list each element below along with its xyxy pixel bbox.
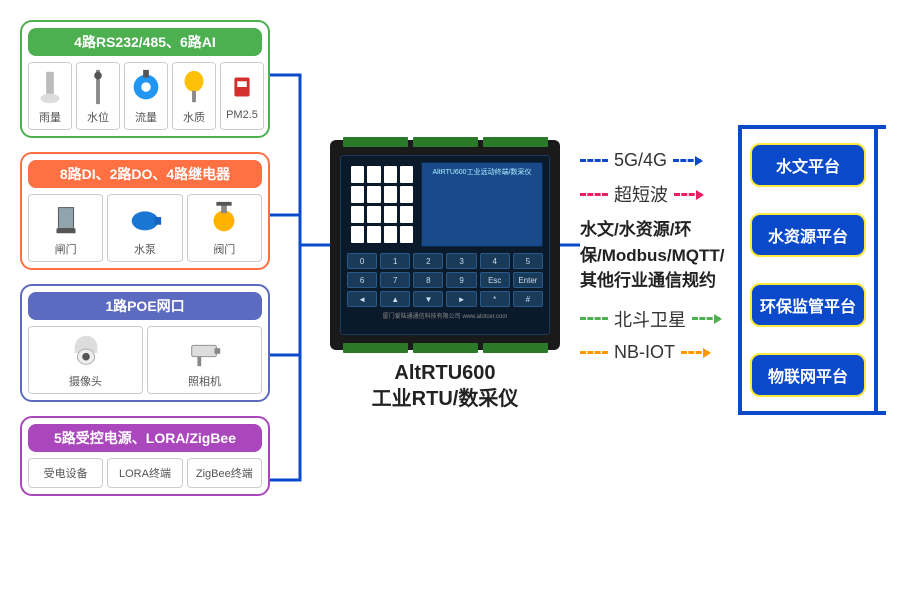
- device-title: AltRTU600工业RTU/数采仪: [330, 360, 560, 412]
- key-◄: ◄: [347, 291, 377, 307]
- key-▼: ▼: [413, 291, 443, 307]
- sensor-label: 照相机: [150, 373, 259, 389]
- sensor-valve: 阀门: [187, 194, 262, 262]
- key-1: 1: [380, 253, 410, 269]
- device-footer: 厦门爱陆通通信科技有限公司 www.alotcer.com: [347, 311, 543, 320]
- sensor-pm: PM2.5: [220, 62, 264, 130]
- sensor-label: 水质: [175, 109, 213, 125]
- sensor-label: 闸门: [31, 241, 100, 257]
- pm-icon: [223, 67, 261, 107]
- platforms-column: 水文平台水资源平台环保监管平台物联网平台: [738, 125, 878, 415]
- platform-box: 环保监管平台: [750, 283, 866, 327]
- sensor-label: PM2.5: [223, 109, 261, 121]
- input-group-1: 8路DI、2路DO、4路继电器闸门水泵阀门: [20, 152, 270, 270]
- input-group-2: 1路POE网口摄像头照相机: [20, 284, 270, 402]
- key-4: 4: [480, 253, 510, 269]
- key-#: #: [513, 291, 543, 307]
- sensor-text: LORA终端: [107, 458, 182, 488]
- sensor-label: 水泵: [110, 241, 179, 257]
- cctv-icon: [150, 331, 259, 371]
- center-device-block: AltRTU600工业远动终端/数采仪 012345 6789EscEnter ◄▲…: [330, 140, 560, 412]
- left-input-column: 4路RS232/485、6路AI 雨量水位流量水质 PM2.5 8路DI、2路DO、4…: [20, 20, 270, 510]
- key-*: *: [480, 291, 510, 307]
- input-group-3: 5路受控电源、LORA/ZigBee 受电设备LORA终端ZigBee终端: [20, 416, 270, 496]
- platform-box: 物联网平台: [750, 353, 866, 397]
- sensor-flow: 流量: [124, 62, 168, 130]
- quality-icon: [175, 67, 213, 107]
- sensor-dome: 摄像头: [28, 326, 143, 394]
- group-header: 8路DI、2路DO、4路继电器: [28, 160, 262, 188]
- sensor-gate: 闸门: [28, 194, 103, 262]
- level-icon: [79, 67, 117, 107]
- led-grid: [347, 162, 417, 247]
- key-5: 5: [513, 253, 543, 269]
- input-group-0: 4路RS232/485、6路AI 雨量水位流量水质 PM2.5: [20, 20, 270, 138]
- sensor-label: 流量: [127, 109, 165, 125]
- flow-icon: [127, 67, 165, 107]
- platform-box: 水文平台: [750, 143, 866, 187]
- sensor-label: 阀门: [190, 241, 259, 257]
- valve-icon: [190, 199, 259, 239]
- key-0: 0: [347, 253, 377, 269]
- platform-box: 水资源平台: [750, 213, 866, 257]
- sensor-text: ZigBee终端: [187, 458, 262, 488]
- dome-icon: [31, 331, 140, 371]
- key-7: 7: [380, 272, 410, 288]
- group-header: 5路受控电源、LORA/ZigBee: [28, 424, 262, 452]
- sensor-quality: 水质: [172, 62, 216, 130]
- sensor-pump: 水泵: [107, 194, 182, 262]
- key-►: ►: [446, 291, 476, 307]
- key-6: 6: [347, 272, 377, 288]
- comm-row: 超短波: [580, 181, 720, 207]
- rain-icon: [31, 67, 69, 107]
- protocols-text: 水文/水资源/环保/Modbus/MQTT/其他行业通信规约: [580, 217, 720, 294]
- sensor-text: 受电设备: [28, 458, 103, 488]
- key-3: 3: [446, 253, 476, 269]
- key-2: 2: [413, 253, 443, 269]
- comm-row: 5G/4G: [580, 150, 720, 171]
- gate-icon: [31, 199, 100, 239]
- sensor-rain: 雨量: [28, 62, 72, 130]
- key-Enter: Enter: [513, 272, 543, 288]
- sensor-cctv: 照相机: [147, 326, 262, 394]
- group-header: 4路RS232/485、6路AI: [28, 28, 262, 56]
- sensor-label: 水位: [79, 109, 117, 125]
- key-9: 9: [446, 272, 476, 288]
- sensor-label: 摄像头: [31, 373, 140, 389]
- key-Esc: Esc: [480, 272, 510, 288]
- comm-channels: 5G/4G 超短波水文/水资源/环保/Modbus/MQTT/其他行业通信规约北斗…: [580, 150, 720, 373]
- comm-row: 北斗卫星: [580, 306, 720, 332]
- rtu-device: AltRTU600工业远动终端/数采仪 012345 6789EscEnter ◄▲…: [330, 140, 560, 350]
- sensor-level: 水位: [76, 62, 120, 130]
- comm-row: NB-IOT: [580, 342, 720, 363]
- device-screen: AltRTU600工业远动终端/数采仪: [421, 162, 543, 247]
- group-header: 1路POE网口: [28, 292, 262, 320]
- key-8: 8: [413, 272, 443, 288]
- pump-icon: [110, 199, 179, 239]
- device-keypad: 012345 6789EscEnter ◄▲▼►*#: [347, 253, 543, 307]
- key-▲: ▲: [380, 291, 410, 307]
- sensor-label: 雨量: [31, 109, 69, 125]
